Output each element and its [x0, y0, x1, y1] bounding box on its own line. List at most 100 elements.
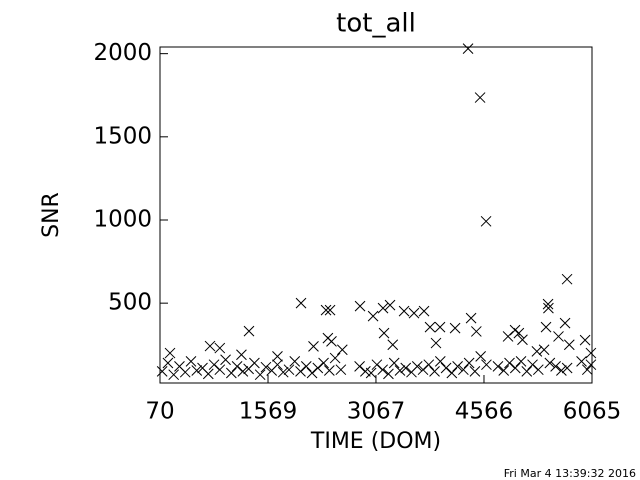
marker — [532, 364, 544, 376]
marker — [418, 305, 430, 317]
marker — [354, 300, 366, 312]
marker — [383, 368, 394, 380]
marker — [318, 357, 329, 369]
x-tick-label: 6065 — [563, 399, 622, 425]
marker — [563, 339, 575, 351]
marker — [306, 367, 318, 379]
marker — [559, 317, 571, 329]
marker — [458, 364, 469, 376]
marker — [576, 356, 587, 367]
marker — [185, 356, 197, 367]
marker — [387, 339, 399, 351]
marker — [236, 349, 247, 361]
marker — [556, 365, 567, 376]
marker — [540, 321, 552, 333]
marker — [324, 304, 336, 316]
marker — [168, 369, 180, 381]
marker — [544, 357, 556, 369]
marker — [249, 357, 260, 369]
marker — [400, 362, 412, 374]
marker — [411, 361, 423, 372]
marker — [423, 359, 435, 371]
marker — [388, 357, 400, 369]
marker — [300, 361, 312, 372]
marker — [542, 298, 554, 310]
marker — [208, 359, 220, 371]
marker — [481, 359, 492, 371]
marker — [164, 347, 176, 359]
marker — [308, 341, 319, 352]
marker — [434, 321, 446, 333]
marker — [295, 297, 307, 309]
marker — [384, 299, 396, 311]
y-tick-label: 500 — [108, 290, 152, 316]
marker — [312, 362, 324, 374]
marker — [480, 215, 492, 227]
marker — [550, 361, 561, 372]
marker — [474, 92, 486, 103]
marker — [492, 361, 504, 372]
marker — [365, 367, 377, 379]
marker — [429, 366, 440, 377]
y-tick-label: 2000 — [93, 40, 152, 66]
marker — [463, 357, 475, 369]
marker — [462, 43, 474, 55]
marker — [475, 351, 487, 362]
marker — [509, 362, 521, 374]
marker — [398, 305, 410, 317]
marker — [326, 336, 337, 347]
marker — [417, 364, 429, 376]
marker — [336, 344, 348, 356]
marker — [191, 365, 203, 376]
plot-frame — [159, 46, 593, 384]
marker — [214, 342, 226, 354]
marker — [430, 337, 442, 349]
marker — [377, 302, 389, 314]
marker — [377, 364, 389, 376]
marker — [515, 356, 527, 367]
marker — [295, 366, 306, 377]
marker — [272, 351, 283, 362]
marker — [156, 366, 168, 377]
marker — [394, 365, 406, 376]
marker — [502, 331, 514, 342]
marker — [449, 322, 461, 334]
marker — [521, 366, 533, 377]
x-tick-label: 3067 — [347, 399, 406, 425]
marker — [204, 340, 216, 352]
marker — [543, 302, 554, 314]
marker — [517, 334, 528, 346]
marker — [354, 361, 365, 372]
marker — [465, 312, 477, 324]
marker — [179, 366, 191, 378]
marker — [527, 359, 538, 371]
marker — [214, 364, 226, 376]
marker — [469, 366, 481, 377]
marker — [371, 359, 383, 371]
marker — [231, 361, 243, 372]
marker — [504, 357, 515, 369]
marker — [408, 307, 420, 319]
marker — [470, 326, 482, 337]
marker — [513, 327, 525, 339]
marker — [283, 364, 295, 376]
marker — [162, 357, 174, 369]
marker — [277, 366, 289, 378]
marker — [579, 334, 591, 346]
marker — [585, 347, 597, 359]
marker — [498, 365, 510, 376]
marker — [446, 367, 458, 379]
marker — [585, 359, 597, 371]
marker — [553, 331, 564, 342]
marker — [561, 362, 573, 374]
timestamp: Fri Mar 4 13:39:32 2016 — [504, 467, 636, 480]
marker — [531, 346, 543, 357]
x-tick-label: 70 — [145, 399, 174, 425]
marker — [329, 352, 341, 364]
x-axis-label: TIME (DOM) — [310, 429, 441, 454]
x-tick-label: 4566 — [455, 399, 514, 425]
marker — [254, 369, 266, 381]
marker — [452, 361, 463, 372]
marker — [561, 273, 573, 285]
